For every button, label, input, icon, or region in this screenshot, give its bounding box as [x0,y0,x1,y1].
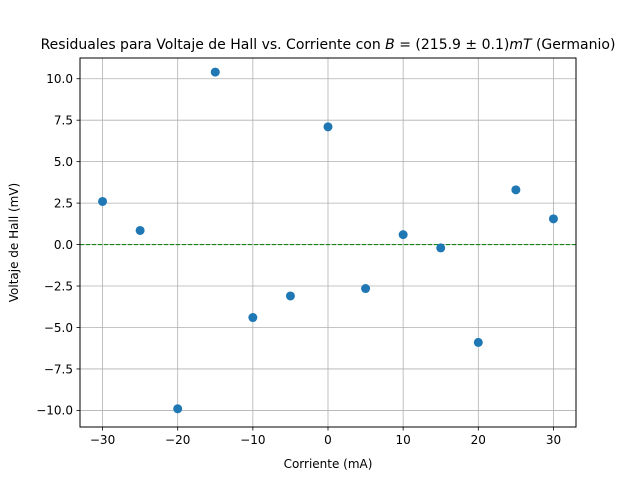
y-tick-label: 0.0 [54,238,73,252]
data-point [323,122,333,132]
y-tick-label: −2.5 [44,279,73,293]
data-point [548,214,558,224]
chart-title-suffix: (Germanio) [532,37,616,53]
y-axis-ticks: −10.0 −7.5 −5.0 −2.5 0.0 2.5 5.0 7.5 10.0 [36,72,80,418]
data-point [248,313,258,323]
data-point [135,225,145,235]
data-point [511,185,521,195]
y-tick-label: 2.5 [54,196,73,210]
y-axis-label: Voltaje de Hall (mV) [7,183,21,302]
data-point [398,230,408,240]
chart-title-math-var: B [385,37,395,53]
data-point [210,67,220,77]
x-axis-ticks: −30 −20 −10 0 10 20 30 [90,427,561,447]
x-axis-label: Corriente (mA) [284,457,373,471]
chart-title-prefix: Residuales para Voltaje de Hall vs. Corr… [41,37,386,53]
chart-title: Residuales para Voltaje de Hall vs. Corr… [41,37,616,53]
data-points [98,67,558,414]
y-tick-label: 10.0 [46,72,73,86]
chart-title-math-eq: = (215.9 ± 0.1) [395,37,510,53]
y-tick-label: 7.5 [54,113,73,127]
x-tick-label: 0 [324,433,332,447]
chart-title-math-unit: mT [509,37,533,53]
x-tick-label: −20 [165,433,190,447]
y-tick-label: 5.0 [54,155,73,169]
x-tick-label: −30 [90,433,115,447]
y-tick-label: −10.0 [36,404,73,418]
grid-lines [80,58,576,427]
y-tick-label: −7.5 [44,362,73,376]
x-tick-label: 10 [396,433,411,447]
data-point [173,404,183,414]
data-point [98,196,108,206]
x-tick-label: 30 [546,433,561,447]
y-tick-label: −5.0 [44,321,73,335]
x-tick-label: 20 [471,433,486,447]
data-point [285,291,295,301]
data-point [361,284,371,294]
data-point [436,243,446,253]
x-tick-label: −10 [240,433,265,447]
data-point [473,337,483,347]
